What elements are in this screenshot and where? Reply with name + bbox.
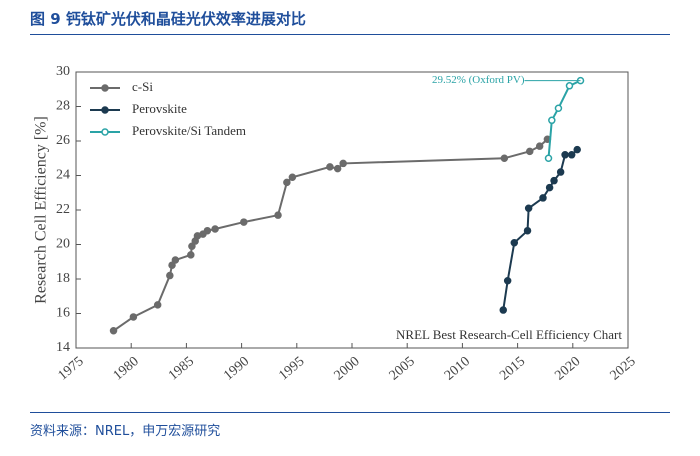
data-point — [510, 239, 519, 247]
x-tick-label: 1975 — [56, 354, 87, 383]
annotation: 29.52% (Oxford PV) — [432, 74, 525, 86]
data-point — [240, 218, 248, 226]
data-point — [545, 183, 554, 192]
data-point — [554, 104, 563, 112]
x-tick-label: 2020 — [552, 354, 583, 383]
x-tick-label: 2025 — [608, 354, 639, 383]
legend-label: Perovskite/Si Tandem — [132, 123, 246, 138]
data-point — [203, 226, 212, 235]
data-point — [503, 276, 512, 285]
legend-marker — [101, 106, 109, 114]
data-point — [535, 142, 544, 150]
data-point — [565, 82, 574, 90]
source: 资料来源：NREL，申万宏源研究 — [30, 424, 221, 439]
data-point — [544, 154, 553, 162]
y-tick-label: 20 — [56, 237, 70, 252]
data-point — [171, 256, 180, 264]
y-tick-label: 16 — [56, 306, 70, 321]
data-point — [524, 204, 533, 213]
y-tick-label: 18 — [56, 271, 70, 286]
data-point — [499, 306, 507, 314]
data-point — [567, 151, 576, 159]
x-tick-label: 2000 — [332, 354, 363, 383]
figure-title: 图 9 钙钛矿光伏和晶硅光伏效率进展对比 — [30, 10, 306, 28]
data-point — [556, 168, 565, 176]
data-point — [283, 178, 291, 187]
y-tick-label: 22 — [56, 202, 70, 217]
y-tick-label: 14 — [56, 340, 70, 355]
annotation: NREL Best Research-Cell Efficiency Chart — [396, 327, 622, 342]
y-tick-label: 28 — [56, 99, 70, 114]
data-point — [339, 159, 347, 168]
data-point — [129, 313, 138, 321]
rule — [30, 412, 670, 413]
data-point — [500, 154, 509, 162]
legend-label: Perovskite — [132, 101, 187, 116]
legend-label: c-Si — [132, 79, 153, 94]
y-axis-label: Research Cell Efficiency [%] — [33, 116, 50, 304]
rule — [30, 34, 670, 35]
data-point — [561, 151, 569, 159]
data-point — [153, 301, 162, 309]
legend-marker — [101, 128, 109, 136]
y-tick-label: 30 — [56, 64, 70, 79]
x-tick-label: 2010 — [442, 354, 473, 383]
data-point — [187, 251, 195, 259]
data-point — [525, 147, 534, 156]
data-point — [166, 271, 174, 280]
data-point — [548, 116, 556, 125]
data-point — [573, 145, 581, 154]
data-point — [523, 226, 532, 235]
data-point — [288, 173, 297, 181]
y-tick-label: 26 — [56, 133, 70, 148]
x-tick-label: 1990 — [221, 354, 252, 383]
data-point — [109, 327, 118, 335]
x-tick-label: 1980 — [111, 354, 142, 383]
series-line — [502, 148, 578, 311]
data-point — [326, 163, 334, 171]
data-point — [168, 261, 176, 269]
data-point — [550, 176, 558, 185]
data-point — [333, 164, 342, 173]
data-point — [211, 225, 219, 233]
data-point — [539, 194, 547, 202]
x-tick-label: 2015 — [497, 354, 528, 383]
y-tick-label: 24 — [56, 168, 70, 183]
x-tick-label: 1985 — [166, 354, 197, 383]
x-tick-label: 1995 — [276, 354, 307, 383]
data-point — [188, 242, 196, 250]
data-point — [274, 211, 282, 219]
legend-marker — [101, 84, 109, 92]
x-tick-label: 2005 — [387, 354, 418, 383]
